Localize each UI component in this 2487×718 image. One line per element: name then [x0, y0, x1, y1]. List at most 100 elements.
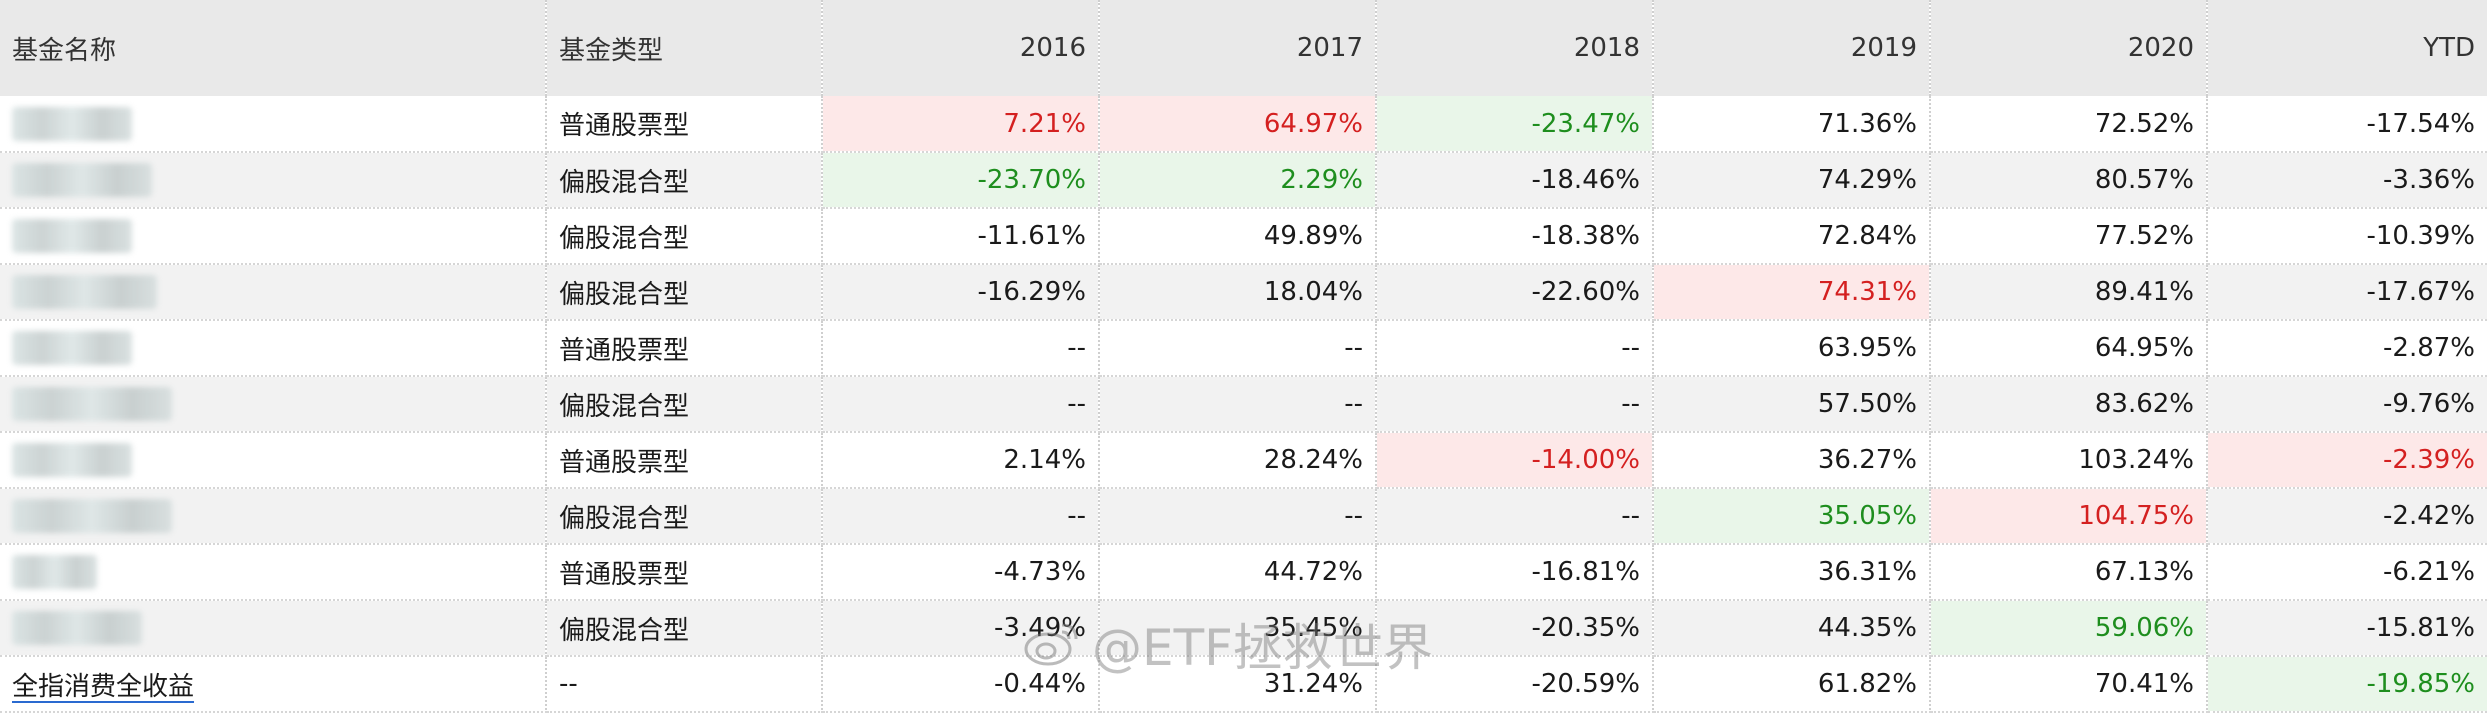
return-cell-2017: 31.24%	[1099, 656, 1377, 713]
return-cell-2019: 72.84%	[1653, 208, 1931, 265]
return-cell-2016: --	[822, 376, 1100, 433]
fund-name-cell	[0, 264, 547, 321]
return-cell-2019: 36.31%	[1653, 544, 1931, 601]
table-row[interactable]: 偏股混合型 -16.29% 18.04% -22.60% 74.31% 89.41% -17…	[0, 264, 2487, 321]
return-cell-2018: --	[1376, 488, 1654, 545]
return-cell-ytd: -10.39%	[2207, 208, 2487, 265]
return-cell-2019: 36.27%	[1653, 432, 1931, 489]
table-row[interactable]: 普通股票型 -4.73% 44.72% -16.81% 36.31% 67.13% -6.2…	[0, 544, 2487, 601]
fund-type-cell: 偏股混合型	[546, 488, 823, 545]
col-header-2018[interactable]: 2018	[1376, 0, 1654, 96]
fund-type-cell: --	[546, 656, 823, 713]
table-row[interactable]: 偏股混合型 -23.70% 2.29% -18.46% 74.29% 80.57% -3.3…	[0, 152, 2487, 209]
fund-name-cell	[0, 432, 547, 489]
return-cell-2020: 89.41%	[1930, 264, 2208, 321]
redacted-fund-name	[12, 331, 132, 365]
fund-name-cell	[0, 488, 547, 545]
table-row[interactable]: 全指消费全收益 -- -0.44% 31.24% -20.59% 61.82% 70.41%…	[0, 656, 2487, 713]
return-cell-2016: --	[822, 488, 1100, 545]
fund-name-cell	[0, 152, 547, 209]
return-cell-2019: 35.05%	[1653, 488, 1931, 545]
return-cell-2017: 28.24%	[1099, 432, 1377, 489]
return-cell-2018: -18.38%	[1376, 208, 1654, 265]
header-row: 基金名称 基金类型 2016 2017 2018 2019 2020 YTD	[0, 0, 2487, 96]
return-cell-2019: 44.35%	[1653, 600, 1931, 657]
return-cell-2017: 64.97%	[1099, 96, 1377, 153]
return-cell-2018: -23.47%	[1376, 96, 1654, 153]
return-cell-ytd: -15.81%	[2207, 600, 2487, 657]
col-header-2019[interactable]: 2019	[1653, 0, 1931, 96]
return-cell-2017: 35.45%	[1099, 600, 1377, 657]
return-cell-2016: -23.70%	[822, 152, 1100, 209]
return-cell-2017: 2.29%	[1099, 152, 1377, 209]
return-cell-2020: 77.52%	[1930, 208, 2208, 265]
return-cell-2017: --	[1099, 376, 1377, 433]
return-cell-2020: 64.95%	[1930, 320, 2208, 377]
return-cell-2018: --	[1376, 320, 1654, 377]
return-cell-2018: -20.59%	[1376, 656, 1654, 713]
redacted-fund-name	[12, 106, 132, 141]
return-cell-2020: 72.52%	[1930, 96, 2208, 153]
fund-name-link[interactable]: 全指消费全收益	[12, 671, 195, 702]
col-header-ytd[interactable]: YTD	[2207, 0, 2487, 96]
return-cell-2019: 63.95%	[1653, 320, 1931, 377]
col-header-2016[interactable]: 2016	[822, 0, 1100, 96]
return-cell-2020: 80.57%	[1930, 152, 2208, 209]
redacted-fund-name	[12, 499, 172, 533]
return-cell-2018: -16.81%	[1376, 544, 1654, 601]
fund-type-cell: 偏股混合型	[546, 600, 823, 657]
return-cell-2018: -14.00%	[1376, 432, 1654, 489]
return-cell-2018: -22.60%	[1376, 264, 1654, 321]
return-cell-2017: --	[1099, 488, 1377, 545]
col-header-fund-name[interactable]: 基金名称	[0, 0, 547, 96]
fund-type-cell: 偏股混合型	[546, 208, 823, 265]
fund-name-cell	[0, 544, 547, 601]
fund-type-cell: 偏股混合型	[546, 264, 823, 321]
return-cell-2016: 7.21%	[822, 96, 1100, 153]
col-header-2020[interactable]: 2020	[1930, 0, 2208, 96]
return-cell-2016: -0.44%	[822, 656, 1100, 713]
redacted-fund-name	[12, 163, 152, 197]
return-cell-2020: 70.41%	[1930, 656, 2208, 713]
fund-type-cell: 偏股混合型	[546, 152, 823, 209]
table-row[interactable]: 普通股票型 -- -- -- 63.95% 64.95% -2.87%	[0, 320, 2487, 377]
col-header-fund-type[interactable]: 基金类型	[546, 0, 823, 96]
return-cell-ytd: -6.21%	[2207, 544, 2487, 601]
return-cell-ytd: -3.36%	[2207, 152, 2487, 209]
fund-type-cell: 普通股票型	[546, 432, 823, 489]
return-cell-2020: 103.24%	[1930, 432, 2208, 489]
return-cell-ytd: -19.85%	[2207, 656, 2487, 713]
return-cell-2020: 67.13%	[1930, 544, 2208, 601]
table-row[interactable]: 偏股混合型 -3.49% 35.45% -20.35% 44.35% 59.06% -15.…	[0, 600, 2487, 657]
return-cell-2016: -3.49%	[822, 600, 1100, 657]
return-cell-2017: 49.89%	[1099, 208, 1377, 265]
fund-type-cell: 偏股混合型	[546, 376, 823, 433]
return-cell-2016: -16.29%	[822, 264, 1100, 321]
table-row[interactable]: 普通股票型 2.14% 28.24% -14.00% 36.27% 103.24% -2.3…	[0, 432, 2487, 489]
return-cell-2017: 44.72%	[1099, 544, 1377, 601]
col-header-2017[interactable]: 2017	[1099, 0, 1377, 96]
fund-type-cell: 普通股票型	[546, 320, 823, 377]
fund-name-cell	[0, 376, 547, 433]
redacted-fund-name	[12, 387, 172, 421]
return-cell-ytd: -17.54%	[2207, 96, 2487, 153]
fund-type-cell: 普通股票型	[546, 544, 823, 601]
return-cell-2019: 71.36%	[1653, 96, 1931, 153]
return-cell-2020: 59.06%	[1930, 600, 2208, 657]
table-row[interactable]: 偏股混合型 -- -- -- 57.50% 83.62% -9.76%	[0, 376, 2487, 433]
return-cell-2020: 104.75%	[1930, 488, 2208, 545]
return-cell-2019: 61.82%	[1653, 656, 1931, 713]
return-cell-ytd: -2.39%	[2207, 432, 2487, 489]
return-cell-ytd: -17.67%	[2207, 264, 2487, 321]
table-row[interactable]: 偏股混合型 -- -- -- 35.05% 104.75% -2.42%	[0, 488, 2487, 545]
return-cell-2018: -18.46%	[1376, 152, 1654, 209]
return-cell-2020: 83.62%	[1930, 376, 2208, 433]
table-row[interactable]: 偏股混合型 -11.61% 49.89% -18.38% 72.84% 77.52% -10…	[0, 208, 2487, 265]
table-row[interactable]: 普通股票型 7.21% 64.97% -23.47% 71.36% 72.52% -17.5…	[0, 96, 2487, 153]
fund-name-cell: 全指消费全收益	[0, 656, 547, 713]
return-cell-2018: -20.35%	[1376, 600, 1654, 657]
fund-name-cell	[0, 320, 547, 377]
fund-name-cell	[0, 208, 547, 265]
table-body: 普通股票型 7.21% 64.97% -23.47% 71.36% 72.52% -17.5…	[0, 96, 2487, 713]
